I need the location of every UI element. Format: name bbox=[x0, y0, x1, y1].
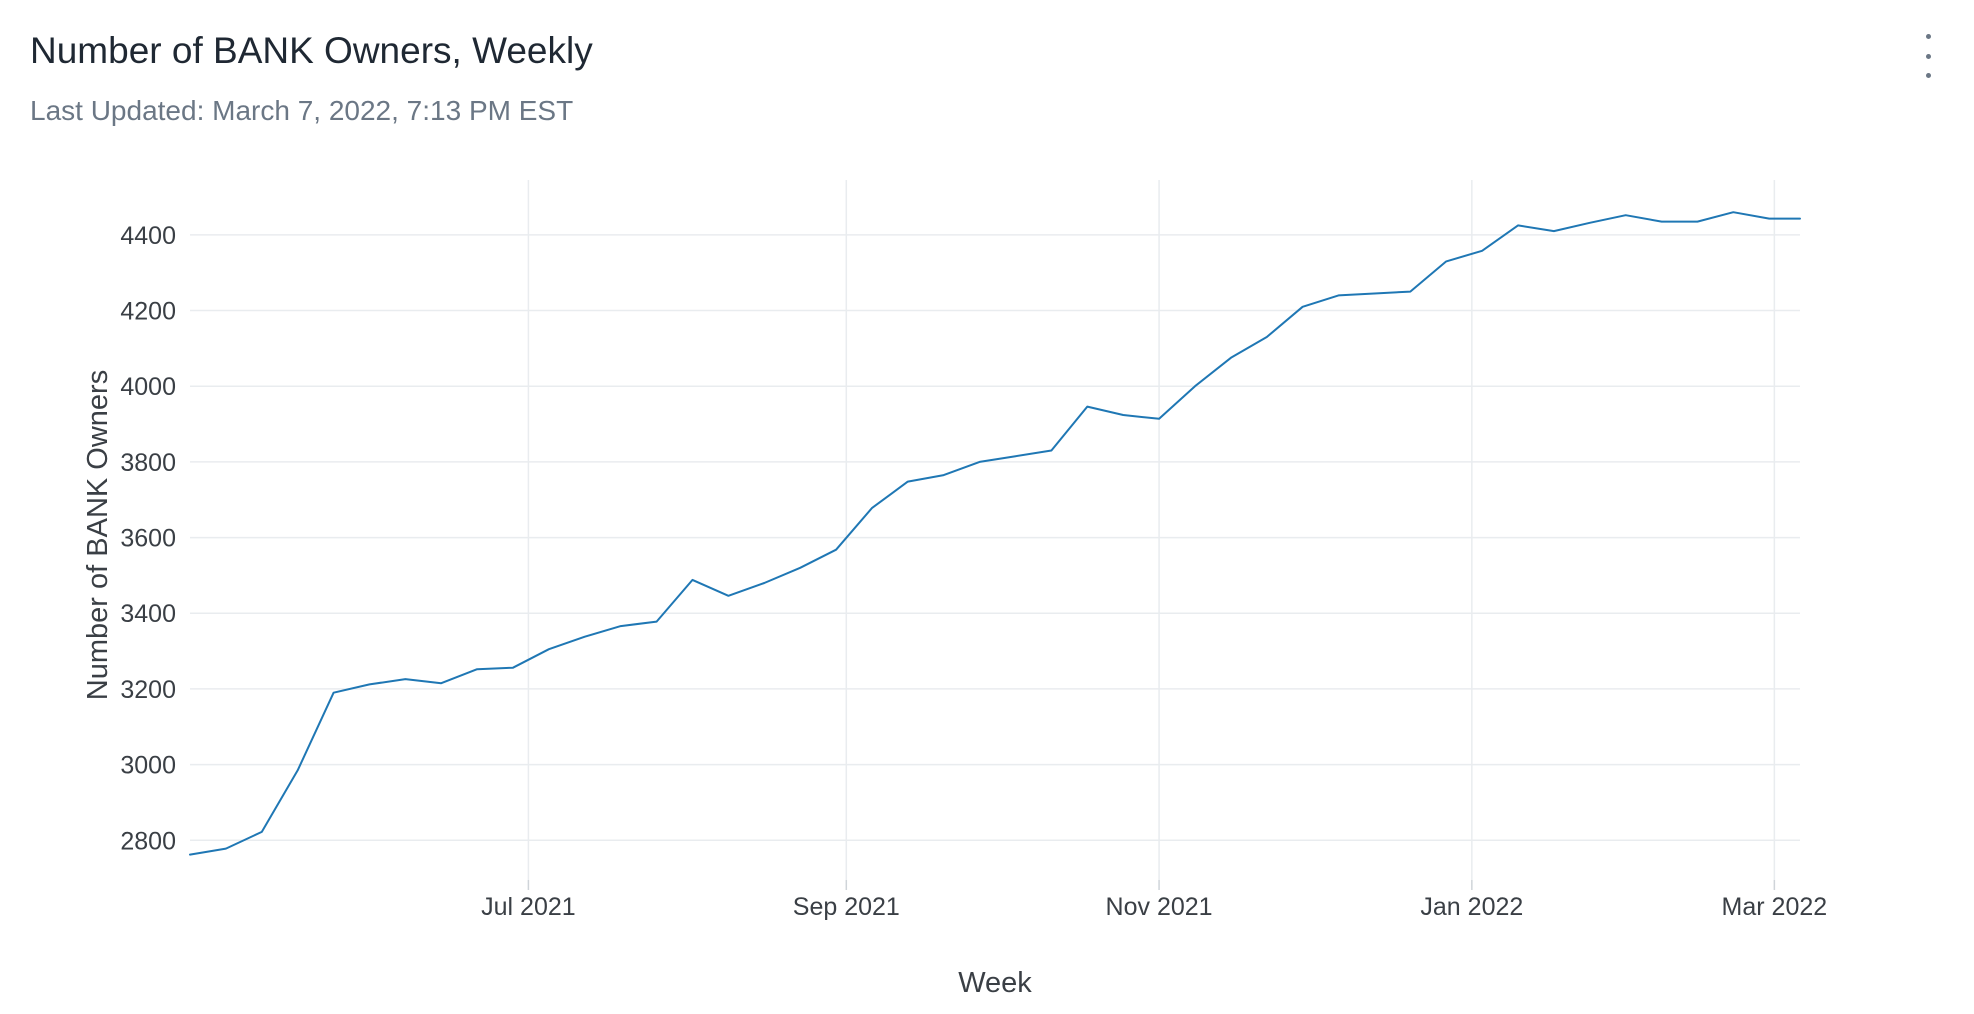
data-point[interactable] bbox=[1476, 245, 1488, 257]
data-point[interactable] bbox=[399, 673, 411, 685]
menu-dot bbox=[1925, 53, 1931, 59]
data-point[interactable] bbox=[256, 826, 268, 838]
data-point[interactable] bbox=[902, 476, 914, 488]
data-point[interactable] bbox=[1656, 216, 1668, 228]
data-point[interactable] bbox=[1297, 301, 1309, 313]
y-tick-label: 3600 bbox=[120, 525, 176, 553]
data-point[interactable] bbox=[1727, 206, 1739, 218]
data-point[interactable] bbox=[974, 456, 986, 468]
data-point[interactable] bbox=[1794, 213, 1806, 225]
data-point[interactable] bbox=[794, 562, 806, 574]
x-tick-label: Mar 2022 bbox=[1722, 893, 1828, 921]
data-point[interactable] bbox=[220, 843, 232, 855]
y-tick-label: 4000 bbox=[120, 373, 176, 401]
data-point[interactable] bbox=[1512, 219, 1524, 231]
data-point[interactable] bbox=[507, 662, 519, 674]
data-point[interactable] bbox=[543, 643, 555, 655]
data-point[interactable] bbox=[1368, 288, 1380, 300]
data-point[interactable] bbox=[1153, 413, 1165, 425]
x-tick-label: Jan 2022 bbox=[1420, 893, 1523, 921]
data-point[interactable] bbox=[1691, 216, 1703, 228]
data-point[interactable] bbox=[615, 620, 627, 632]
y-tick-label: 4200 bbox=[120, 298, 176, 326]
last-updated-text: Last Updated: March 7, 2022, 7:13 PM EST bbox=[30, 95, 574, 126]
data-point[interactable] bbox=[1333, 289, 1345, 301]
data-point[interactable] bbox=[722, 590, 734, 602]
data-point[interactable] bbox=[435, 677, 447, 689]
data-point[interactable] bbox=[1189, 380, 1201, 392]
data-point[interactable] bbox=[686, 574, 698, 586]
y-axis-title: Number of BANK Owners bbox=[82, 370, 114, 700]
data-point[interactable] bbox=[830, 544, 842, 556]
data-point[interactable] bbox=[1548, 225, 1560, 237]
data-point[interactable] bbox=[938, 469, 950, 481]
menu-dot bbox=[1925, 34, 1931, 39]
menu-dot bbox=[1925, 73, 1931, 78]
data-point[interactable] bbox=[1584, 217, 1596, 229]
data-point[interactable] bbox=[328, 687, 340, 699]
data-point[interactable] bbox=[758, 577, 770, 589]
y-tick-label: 4400 bbox=[120, 222, 176, 250]
data-point[interactable] bbox=[184, 849, 196, 861]
data-point[interactable] bbox=[1225, 352, 1237, 364]
data-point[interactable] bbox=[1081, 401, 1093, 413]
y-tick-label: 2800 bbox=[120, 827, 176, 855]
data-point[interactable] bbox=[866, 502, 878, 514]
y-tick-label: 3200 bbox=[120, 676, 176, 704]
data-point[interactable] bbox=[471, 663, 483, 675]
data-point[interactable] bbox=[1620, 209, 1632, 221]
data-point[interactable] bbox=[1440, 255, 1452, 267]
y-tick-label: 3800 bbox=[120, 449, 176, 477]
data-point[interactable] bbox=[1404, 286, 1416, 298]
data-point[interactable] bbox=[1117, 409, 1129, 421]
chart-title: Number of BANK Owners, Weekly bbox=[30, 30, 593, 71]
data-point[interactable] bbox=[1763, 213, 1775, 225]
data-point[interactable] bbox=[579, 631, 591, 643]
data-point[interactable] bbox=[363, 678, 375, 690]
x-axis-title: Week bbox=[958, 967, 1032, 999]
y-tick-label: 3400 bbox=[120, 600, 176, 628]
data-point[interactable] bbox=[1010, 450, 1022, 462]
y-tick-label: 3000 bbox=[120, 752, 176, 780]
data-point[interactable] bbox=[651, 616, 663, 628]
x-tick-label: Sep 2021 bbox=[793, 893, 900, 921]
x-tick-label: Nov 2021 bbox=[1106, 893, 1213, 921]
data-point[interactable] bbox=[292, 764, 304, 776]
x-tick-label: Jul 2021 bbox=[481, 893, 576, 921]
data-point[interactable] bbox=[1261, 331, 1273, 343]
data-point[interactable] bbox=[1045, 445, 1057, 457]
series-line bbox=[189, 211, 1801, 856]
more-vertical-icon[interactable] bbox=[1916, 34, 1940, 78]
